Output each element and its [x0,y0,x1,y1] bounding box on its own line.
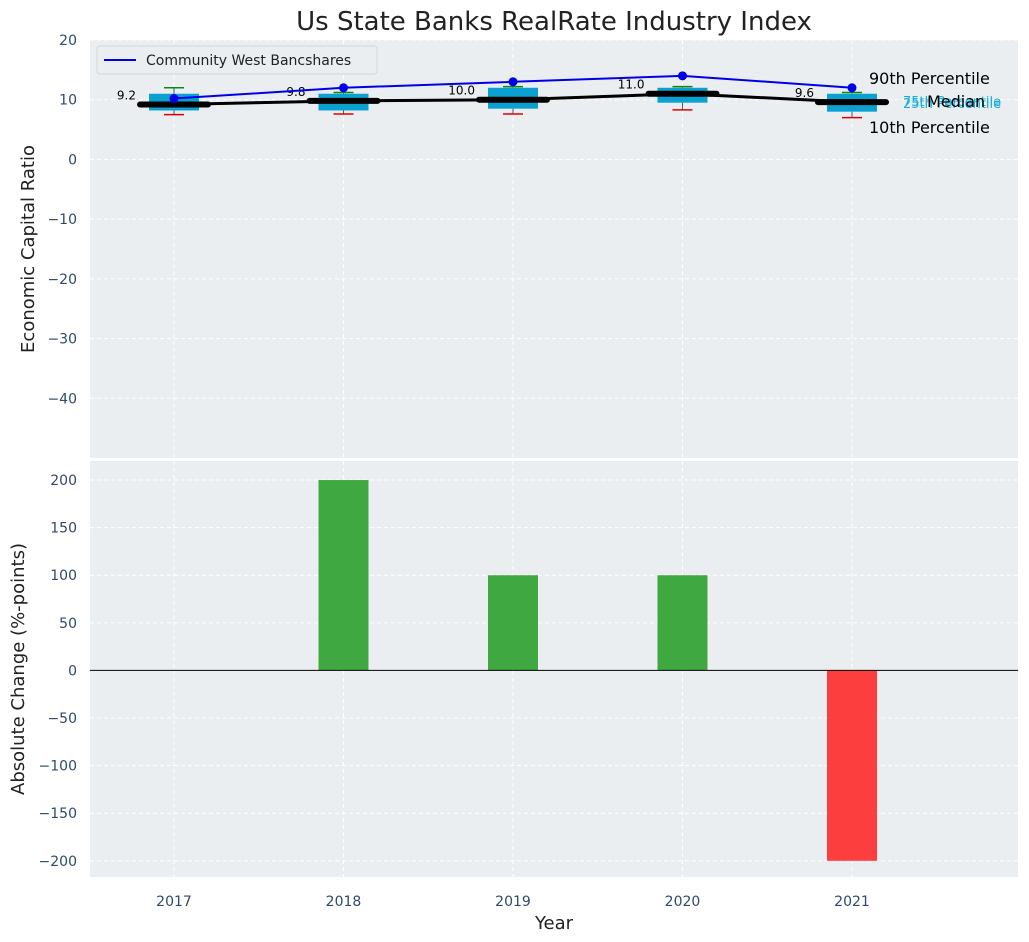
top-y-tick-label: 10 [59,93,77,109]
top-y-tick-label: −30 [47,332,77,348]
annotation-p10: 10th Percentile [869,118,990,137]
median-data-label: 10.0 [448,84,475,98]
series-point [169,94,179,104]
x-tick-label: 2018 [326,894,362,910]
x-tick-label: 2019 [495,894,531,910]
change-bar [657,575,708,671]
annotation-p25: 25th Percentile [903,97,1001,112]
median-data-label: 11.0 [618,78,645,92]
x-tick-label: 2017 [156,894,192,910]
annotation-p90: 90th Percentile [869,69,990,88]
change-bar [488,575,538,671]
median-data-label: 9.8 [286,85,305,99]
bottom-y-tick-label: −50 [47,711,77,727]
x-axis-label: Year [534,913,574,934]
series-point [678,71,687,81]
annotation-median: Median [927,92,985,111]
top-y-tick-label: −40 [47,391,77,407]
bottom-y-tick-label: 150 [50,521,77,537]
change-bar [318,480,369,671]
bottom-y-tick-label: 50 [59,616,77,632]
bottom-y-tick-label: −150 [39,806,77,822]
top-y-tick-label: 20 [59,33,77,49]
legend-box [96,45,378,75]
bottom-y-tick-label: −100 [39,759,77,775]
bottom-y-tick-label: 0 [68,663,77,679]
median-data-label: 9.2 [117,88,136,102]
series-point [339,83,348,93]
bottom-y-tick-label: 200 [50,473,77,489]
top-y-tick-label: −20 [47,272,77,288]
top-y-axis-label: Economic Capital Ratio [18,145,39,353]
chart-title: Us State Banks RealRate Industry Index [296,7,812,37]
x-tick-label: 2021 [834,894,870,910]
legend-label: Community West Bancshares [146,53,351,69]
annotation-p75: 75th Percentile [903,95,1001,110]
series-point [847,83,857,93]
bottom-y-axis-label: Absolute Change (%-points) [8,543,29,795]
bottom-plot-background [90,461,1018,877]
top-y-tick-label: 0 [68,152,77,168]
series-point [508,77,518,87]
bottom-y-tick-label: 100 [50,568,77,584]
median-data-label: 9.6 [795,86,814,100]
legend: Community West Bancshares [96,45,378,75]
bottom-y-tick-label: −200 [39,854,77,870]
change-bar [827,670,877,861]
top-y-tick-label: −10 [47,212,77,228]
x-tick-label: 2020 [665,894,701,910]
